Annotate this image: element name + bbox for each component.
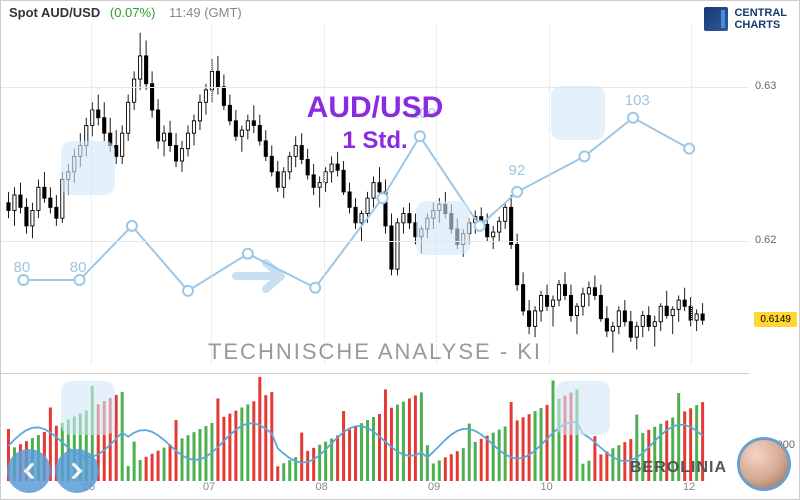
watermark-icon <box>416 201 470 255</box>
logo-text: CENTRAL CHARTS <box>734 7 787 31</box>
overlay-value-label: 92 <box>509 162 526 179</box>
x-tick-label: 10 <box>541 481 553 493</box>
price-chart[interactable]: 80 80 100 92 103 <box>1 25 749 365</box>
y-tick-label: 0.62 <box>755 234 776 246</box>
grid-line <box>324 25 325 365</box>
chart-header: Spot AUD/USD (0.07%) 11:49 (GMT) <box>9 5 242 20</box>
current-price-tag: 0.6149 <box>754 312 797 327</box>
change-label: (0.07%) <box>110 5 156 20</box>
grid-line <box>549 25 550 365</box>
chart-container: Spot AUD/USD (0.07%) 11:49 (GMT) CENTRAL… <box>0 0 800 500</box>
y-tick-label: 0.63 <box>755 80 776 92</box>
grid-line <box>91 25 92 365</box>
watermark-icon <box>551 86 605 140</box>
watermark-icon <box>556 381 610 435</box>
price-y-axis: 0.63 0.62 0.6149 <box>751 25 799 365</box>
overlay-value-label: 103 <box>625 92 650 109</box>
x-tick-label: 09 <box>428 481 440 493</box>
overlay-line-layer <box>1 25 749 365</box>
time-x-axis: 060708091012 <box>1 481 749 497</box>
brand-footer: BEROLINIA <box>630 459 727 477</box>
overlay-value-label: 100 <box>411 105 436 122</box>
overlay-value-label: 80 <box>14 259 31 276</box>
grid-line <box>1 241 749 242</box>
overlay-value-label: 80 <box>70 259 87 276</box>
nav-prev-button[interactable] <box>7 449 51 493</box>
watermark-icon <box>61 141 115 195</box>
x-tick-label: 12 <box>683 481 695 493</box>
symbol-label: Spot AUD/USD <box>9 5 100 20</box>
logo-icon <box>704 7 728 31</box>
grid-line <box>211 25 212 365</box>
grid-line <box>1 87 749 88</box>
provider-logo[interactable]: CENTRAL CHARTS <box>704 7 787 31</box>
grid-line <box>691 25 692 365</box>
x-tick-label: 07 <box>203 481 215 493</box>
watermark-icon <box>61 381 115 435</box>
avatar-icon[interactable] <box>737 437 791 491</box>
time-label: 11:49 (GMT) <box>169 5 242 20</box>
x-tick-label: 08 <box>316 481 328 493</box>
arrow-icon <box>231 251 301 306</box>
grid-line <box>436 25 437 365</box>
nav-next-button[interactable] <box>55 449 99 493</box>
